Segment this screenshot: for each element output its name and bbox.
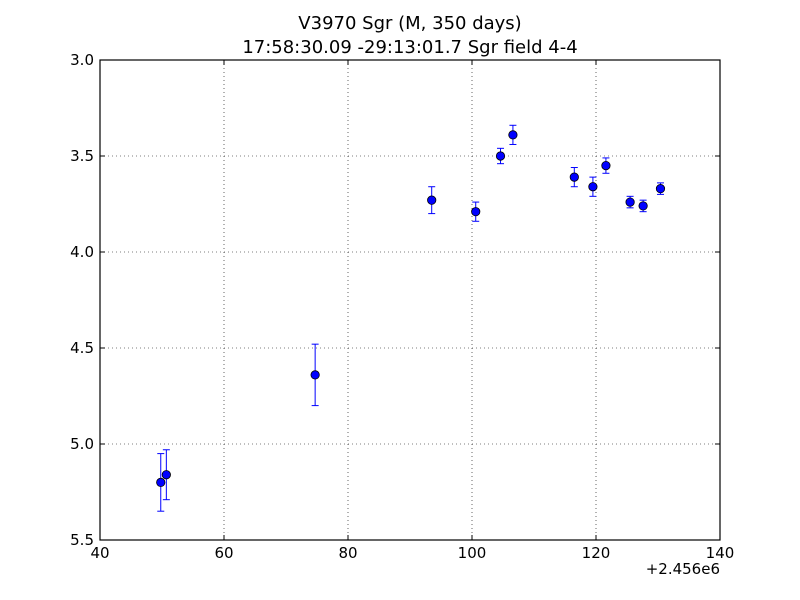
data-point bbox=[655, 184, 666, 194]
data-point-group bbox=[601, 157, 611, 174]
data-point-group bbox=[588, 176, 598, 197]
data-point-group bbox=[569, 167, 579, 188]
plot-frame bbox=[99, 59, 721, 541]
data-point bbox=[310, 370, 320, 380]
data-point bbox=[625, 197, 635, 207]
x-tick-label: 40 bbox=[90, 544, 109, 562]
y-tick-label: 5.0 bbox=[70, 435, 94, 453]
y-tick-label: 3.5 bbox=[70, 147, 94, 165]
x-axis-offset-label: +2.456e6 bbox=[646, 560, 720, 578]
data-point-group bbox=[471, 201, 481, 222]
data-point-group bbox=[427, 186, 437, 215]
x-axis-ticks: 40 60 80 100 120 140 bbox=[90, 60, 734, 562]
data-point bbox=[495, 151, 506, 161]
data-point-group bbox=[310, 343, 320, 407]
data-point bbox=[588, 182, 598, 192]
data-point bbox=[638, 201, 648, 211]
x-tick-label: 120 bbox=[582, 544, 611, 562]
data-point-group bbox=[508, 124, 518, 145]
data-point-group bbox=[625, 195, 635, 209]
data-point bbox=[471, 207, 481, 217]
data-point bbox=[156, 477, 166, 487]
grid bbox=[99, 59, 721, 541]
data-point-group bbox=[161, 449, 171, 501]
x-tick-label: 60 bbox=[214, 544, 233, 562]
data-point bbox=[569, 172, 579, 182]
y-tick-label: 3.0 bbox=[70, 51, 94, 69]
chart-title: V3970 Sgr (M, 350 days) bbox=[298, 13, 521, 34]
data-point bbox=[161, 470, 171, 480]
data-points bbox=[156, 124, 666, 512]
y-tick-label: 4.5 bbox=[70, 339, 94, 357]
data-point bbox=[508, 130, 518, 140]
y-tick-label: 5.5 bbox=[70, 531, 94, 549]
data-point bbox=[427, 195, 437, 205]
chart-subtitle: 17:58:30.09 -29:13:01.7 Sgr field 4-4 bbox=[242, 37, 577, 58]
x-tick-label: 80 bbox=[338, 544, 357, 562]
data-point-group bbox=[495, 147, 506, 165]
data-point-group bbox=[638, 199, 648, 213]
x-tick-label: 140 bbox=[706, 544, 735, 562]
y-axis-ticks: 3.0 3.5 4.0 4.5 5.0 5.5 bbox=[70, 51, 720, 549]
x-tick-label: 100 bbox=[458, 544, 487, 562]
data-point-group bbox=[655, 182, 666, 195]
data-point-group bbox=[156, 453, 166, 512]
y-tick-label: 4.0 bbox=[70, 243, 94, 261]
data-point bbox=[601, 161, 611, 171]
